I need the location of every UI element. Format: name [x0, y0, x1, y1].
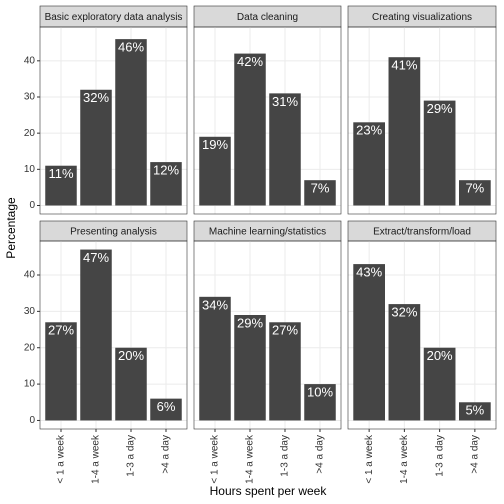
- bar: [199, 296, 231, 421]
- y-tick-label: 0: [29, 200, 35, 211]
- y-tick-label: 20: [24, 128, 36, 139]
- bar: [150, 162, 182, 206]
- value-label: 34%: [202, 297, 228, 312]
- value-label: 6%: [157, 399, 176, 414]
- strip-text: Data cleaning: [237, 12, 298, 23]
- value-label: 11%: [48, 166, 73, 181]
- value-label: 29%: [427, 101, 453, 116]
- bar: [45, 165, 77, 206]
- x-tick-label: < 1 a week: [210, 434, 221, 484]
- bar: [304, 180, 336, 206]
- panel-border: [193, 240, 342, 430]
- panel-border: [347, 26, 497, 215]
- value-label: 32%: [83, 90, 109, 105]
- strip-text: Machine learning/statistics: [209, 227, 326, 238]
- x-tick-label: 1-3 a day: [434, 435, 445, 477]
- value-label: 29%: [237, 315, 263, 330]
- y-tick-label: 10: [24, 164, 36, 175]
- value-label: 23%: [356, 123, 382, 138]
- bar: [423, 347, 456, 421]
- bar: [115, 347, 147, 421]
- value-label: 43%: [356, 265, 382, 280]
- value-label: 19%: [202, 137, 228, 152]
- bar: [80, 249, 112, 421]
- value-label: 31%: [272, 94, 298, 109]
- strip-text: Basic exploratory data analysis: [45, 12, 183, 23]
- x-tick-label: >4 a day: [161, 435, 172, 474]
- x-tick-label: 1-4 a week: [245, 434, 256, 484]
- y-tick-label: 30: [24, 92, 36, 103]
- y-tick-label: 30: [24, 306, 36, 317]
- bar: [388, 304, 421, 421]
- bar: [150, 398, 182, 421]
- x-tick-label: >4 a day: [315, 435, 326, 474]
- y-tick-label: 40: [24, 270, 36, 281]
- facet-panel: Presenting analysis 27% 47% 20% 6% 0 10 20 30 40 <…: [24, 220, 188, 484]
- panel-border: [39, 240, 188, 430]
- bar: [304, 384, 336, 421]
- x-tick-label: < 1 a week: [364, 434, 375, 484]
- bar: [459, 402, 491, 421]
- bar: [423, 100, 456, 206]
- bar: [80, 89, 112, 206]
- value-label: 46%: [118, 40, 144, 55]
- value-label: 5%: [465, 403, 484, 418]
- value-label: 27%: [48, 323, 74, 338]
- panel-border: [193, 26, 342, 215]
- x-tick-label: 1-4 a week: [91, 434, 102, 484]
- x-tick-label: 1-3 a day: [126, 435, 137, 477]
- x-tick-label: < 1 a week: [56, 434, 67, 484]
- bar: [269, 322, 301, 421]
- bar: [234, 53, 266, 206]
- value-label: 7%: [465, 181, 484, 196]
- value-label: 42%: [237, 54, 263, 69]
- strip-text: Creating visualizations: [372, 12, 472, 23]
- y-tick-label: 40: [24, 55, 36, 66]
- value-label: 20%: [118, 348, 144, 363]
- x-axis-title: Hours spent per week: [210, 484, 328, 498]
- value-label: 7%: [311, 181, 330, 196]
- bar: [234, 315, 266, 421]
- bar: [353, 122, 385, 206]
- bar: [388, 57, 421, 206]
- value-label: 20%: [427, 348, 453, 363]
- value-label: 27%: [272, 323, 298, 338]
- facet-panel: Basic exploratory data analysis 11% 32% 46%…: [24, 5, 188, 215]
- facet-panel: Creating visualizations 23% 41% 29% 7%: [347, 5, 497, 215]
- strip-text: Extract/transform/load: [373, 227, 471, 238]
- y-tick-label: 20: [24, 342, 36, 353]
- bar: [45, 322, 77, 421]
- value-label: 12%: [153, 163, 179, 178]
- bar: [459, 180, 491, 206]
- x-tick-label: >4 a day: [469, 435, 480, 474]
- strip-text: Presenting analysis: [70, 227, 157, 238]
- y-axis-title: Percentage: [4, 197, 18, 259]
- value-label: 47%: [83, 250, 109, 265]
- facet-panel: Machine learning/statistics 34% 29% 27% 10% <…: [193, 220, 342, 484]
- panel-border: [39, 26, 188, 215]
- value-label: 10%: [307, 385, 333, 400]
- bar: [199, 136, 231, 206]
- facet-panel: Data cleaning 19% 42% 31% 7%: [193, 5, 342, 215]
- bar: [353, 264, 385, 421]
- value-label: 32%: [391, 305, 417, 320]
- y-tick-label: 10: [24, 379, 36, 390]
- bar: [115, 39, 147, 206]
- facet-panel: Extract/transform/load 43% 32% 20% 5% < 1 a w…: [347, 220, 497, 484]
- panel-border: [347, 240, 497, 430]
- x-tick-label: 1-4 a week: [399, 434, 410, 484]
- x-tick-label: 1-3 a day: [280, 435, 291, 477]
- bar: [269, 93, 301, 206]
- value-label: 41%: [391, 58, 417, 73]
- y-tick-label: 0: [29, 415, 35, 426]
